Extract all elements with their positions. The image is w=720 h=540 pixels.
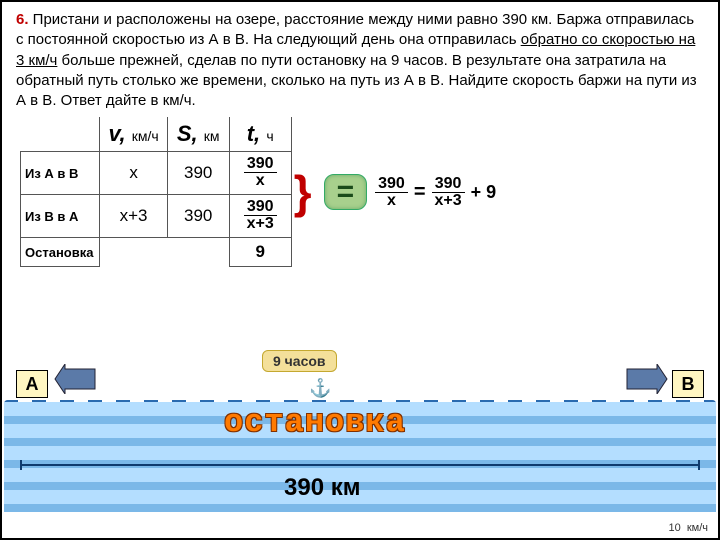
row-ba-t: 390x+3 bbox=[229, 195, 291, 238]
row-ba-tn: 390 bbox=[244, 199, 277, 216]
table-area: v, км/ч S, км t, ч Из А в В x 390 390x И… bbox=[2, 115, 718, 267]
row-ba-s: 390 bbox=[167, 195, 229, 238]
table-corner bbox=[21, 117, 100, 152]
equation: 390x = 390x+3 + 9 bbox=[375, 176, 496, 209]
eq-mid: = bbox=[414, 181, 426, 204]
row-ba-label: Из В в А bbox=[21, 195, 100, 238]
eq-rhs-n: 390 bbox=[432, 176, 465, 193]
empty-cell bbox=[167, 238, 229, 267]
row-ab-s: 390 bbox=[167, 152, 229, 195]
row-ab-td: x bbox=[244, 173, 277, 189]
distance-label: 390 км bbox=[284, 474, 360, 502]
hdr-s-unit: км bbox=[204, 128, 220, 144]
hdr-s: S, км bbox=[167, 117, 229, 152]
row-stop-label: Остановка bbox=[21, 238, 100, 267]
scene: А В ⚓ остановка 390 км bbox=[4, 362, 716, 512]
row-ba-td: x+3 bbox=[244, 216, 277, 232]
point-a: А bbox=[16, 370, 48, 398]
footer-unit: км/ч bbox=[687, 522, 708, 534]
empty-cell bbox=[100, 238, 167, 267]
hdr-s-sym: S, bbox=[177, 121, 198, 146]
eq-lhs-n: 390 bbox=[375, 176, 408, 193]
distance-line bbox=[20, 464, 700, 466]
brace-icon: } bbox=[294, 165, 312, 219]
data-table: v, км/ч S, км t, ч Из А в В x 390 390x И… bbox=[20, 117, 292, 267]
table-row: Из А в В x 390 390x bbox=[21, 152, 292, 195]
row-ab-t: 390x bbox=[229, 152, 291, 195]
row-ab-label: Из А в В bbox=[21, 152, 100, 195]
buoy-icon: ⚓ bbox=[309, 378, 331, 399]
problem-p2: больше прежней, сделав по пути остановку… bbox=[16, 52, 697, 110]
hdr-v-unit: км/ч bbox=[132, 128, 159, 144]
eq-lhs-d: x bbox=[375, 193, 408, 209]
eq-plus: + 9 bbox=[471, 182, 497, 203]
eq-rhs-d: x+3 bbox=[432, 193, 465, 209]
hdr-t: t, ч bbox=[229, 117, 291, 152]
point-b: В bbox=[672, 370, 704, 398]
arrow-left-icon bbox=[54, 364, 96, 394]
row-stop-t: 9 bbox=[229, 238, 291, 267]
hdr-v: v, км/ч bbox=[100, 117, 167, 152]
table-row: Остановка 9 bbox=[21, 238, 292, 267]
ostanovka-label: остановка bbox=[224, 404, 406, 441]
hdr-t-sym: t, bbox=[247, 121, 260, 146]
table-row: Из В в А x+3 390 390x+3 bbox=[21, 195, 292, 238]
equals-badge: = bbox=[324, 174, 368, 210]
row-ab-v: x bbox=[100, 152, 167, 195]
footer: 10 км/ч bbox=[668, 522, 708, 534]
problem-number: 6. bbox=[16, 11, 29, 28]
problem-text: 6. Пристани и расположены на озере, расс… bbox=[2, 2, 718, 115]
hdr-v-sym: v, bbox=[108, 121, 125, 146]
row-ab-tn: 390 bbox=[244, 156, 277, 173]
page-number: 10 bbox=[668, 522, 680, 534]
arrow-right-icon bbox=[626, 364, 668, 394]
row-ba-v: x+3 bbox=[100, 195, 167, 238]
hdr-t-unit: ч bbox=[266, 128, 273, 144]
